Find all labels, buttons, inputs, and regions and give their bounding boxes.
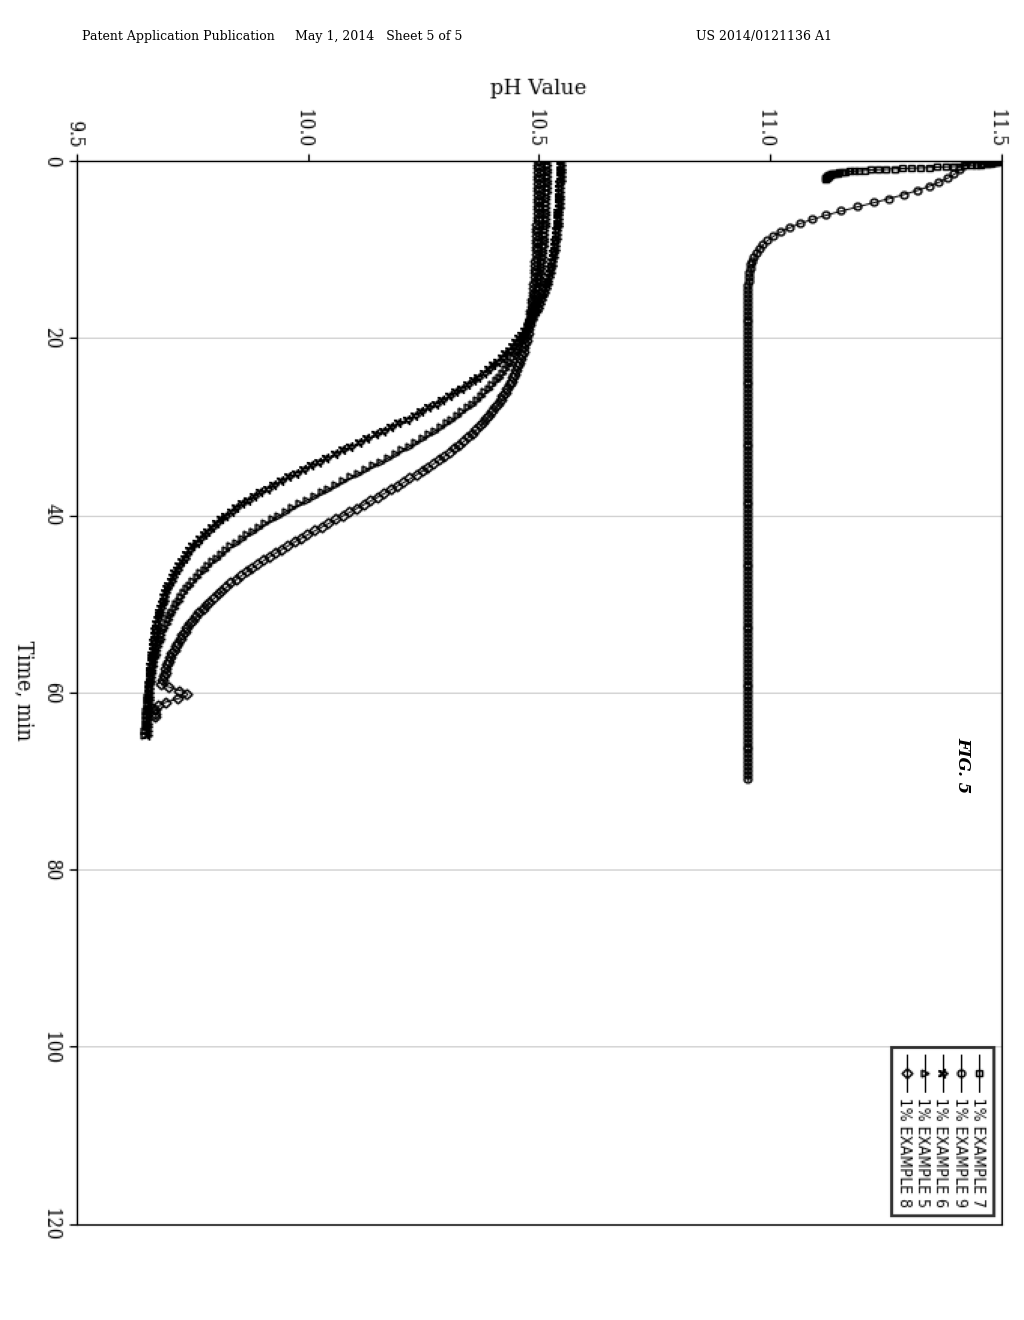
Text: FIG. 5: FIG. 5 (954, 738, 971, 793)
Text: May 1, 2014   Sheet 5 of 5: May 1, 2014 Sheet 5 of 5 (295, 30, 463, 44)
Text: Patent Application Publication: Patent Application Publication (82, 30, 274, 44)
Text: US 2014/0121136 A1: US 2014/0121136 A1 (696, 30, 833, 44)
